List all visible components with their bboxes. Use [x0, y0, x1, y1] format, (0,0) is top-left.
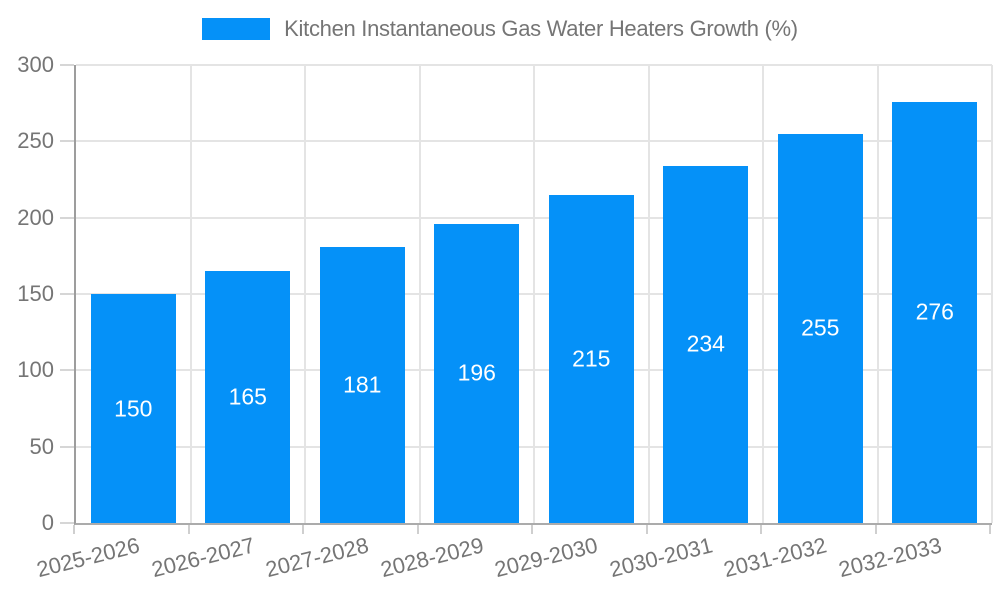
bar-value-label: 165 — [228, 383, 267, 410]
x-tick-label-text: 2025-2026 — [34, 532, 143, 583]
x-tick-label-text: 2027-2028 — [263, 532, 372, 583]
x-tick-label-text: 2029-2030 — [492, 532, 601, 583]
x-tick-mark — [874, 525, 877, 534]
x-tick-mark — [645, 525, 648, 534]
bar-value-label: 276 — [915, 298, 954, 325]
bar-2028-2029: 196 — [434, 223, 520, 523]
gridline-vertical — [189, 65, 192, 523]
x-tick-label-text: 2030-2031 — [606, 532, 715, 583]
bar-value-label: 255 — [801, 314, 840, 341]
bar-2032-2033: 276 — [892, 101, 978, 523]
legend-swatch-icon — [202, 18, 271, 40]
legend-item[interactable]: Kitchen Instantaneous Gas Water Heaters … — [202, 16, 798, 42]
bar-2030-2031: 234 — [663, 165, 749, 523]
x-tick-label-text: 2031-2032 — [721, 532, 830, 583]
bar-value-label: 196 — [457, 359, 496, 386]
bar-value-label: 181 — [343, 371, 382, 398]
x-tick-mark — [531, 525, 533, 534]
y-tick-mark — [60, 369, 74, 372]
bar-2029-2030: 215 — [548, 194, 634, 523]
x-tick-mark — [302, 525, 304, 534]
y-tick-mark — [60, 64, 74, 66]
x-tick-mark — [187, 525, 190, 534]
gridline-vertical — [418, 65, 421, 523]
legend-label: Kitchen Instantaneous Gas Water Heaters … — [284, 16, 798, 41]
y-tick-label: 250 — [17, 128, 54, 154]
gridline-vertical — [533, 65, 535, 523]
x-tick-label-text: 2026-2027 — [148, 532, 257, 583]
x-tick-mark — [989, 525, 991, 534]
x-tick-mark — [73, 525, 75, 534]
gridline-vertical — [762, 65, 764, 523]
x-tick-mark — [760, 525, 762, 534]
x-tick-mark — [416, 525, 419, 534]
legend: Kitchen Instantaneous Gas Water Heaters … — [0, 16, 1000, 42]
y-tick-label: 50 — [29, 433, 54, 459]
y-tick-label: 150 — [17, 281, 54, 306]
bar-2026-2027: 165 — [205, 271, 291, 523]
bar-value-label: 234 — [686, 330, 725, 357]
y-tick-mark — [60, 445, 74, 448]
bar-value-label: 150 — [114, 395, 153, 421]
y-tick-mark — [60, 140, 74, 143]
y-tick-label: 100 — [17, 357, 54, 383]
y-tick-label: 0 — [41, 510, 54, 535]
y-tick-mark — [60, 522, 74, 524]
y-tick-label: 200 — [17, 204, 54, 230]
gridline-vertical — [876, 65, 879, 523]
x-tick-label-text: 2032-2033 — [835, 532, 944, 583]
bar-2027-2028: 181 — [319, 246, 405, 523]
gridline-vertical — [304, 65, 306, 523]
bar-2025-2026: 150 — [90, 294, 176, 523]
gridline-vertical — [991, 65, 993, 523]
plot-area: 150 165 181 196 215 234 255 276 — [74, 64, 993, 525]
bar-value-label: 215 — [572, 345, 611, 372]
y-tick-mark — [60, 293, 74, 295]
gridline-vertical — [647, 65, 650, 523]
x-tick-label-text: 2028-2029 — [377, 532, 486, 583]
y-tick-mark — [60, 216, 74, 219]
y-tick-label: 300 — [17, 52, 54, 77]
bar-2031-2032: 255 — [777, 133, 863, 523]
